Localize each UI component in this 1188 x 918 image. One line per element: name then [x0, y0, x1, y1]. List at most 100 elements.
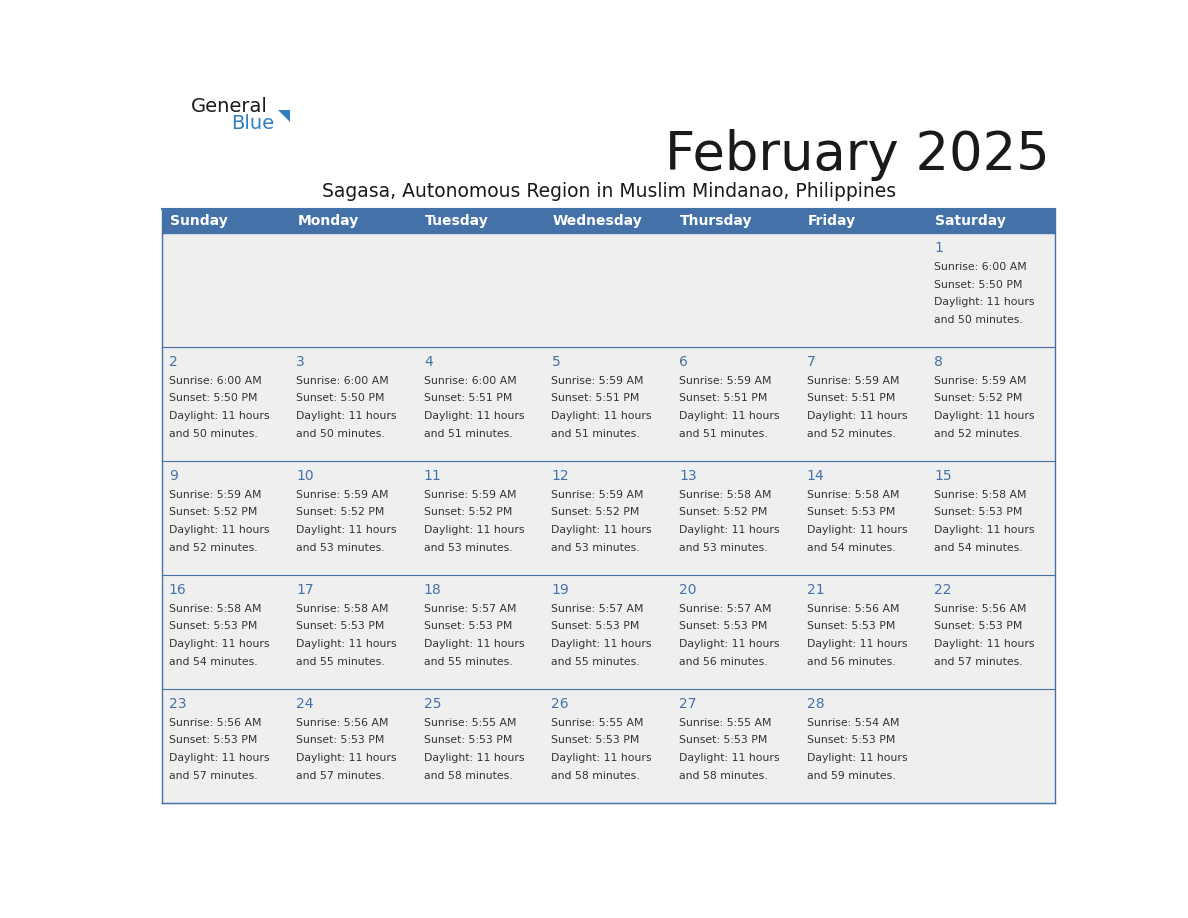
- Text: 9: 9: [169, 469, 178, 483]
- Text: Sunset: 5:53 PM: Sunset: 5:53 PM: [296, 621, 385, 632]
- Text: and 56 minutes.: and 56 minutes.: [807, 656, 896, 666]
- Text: Sunset: 5:51 PM: Sunset: 5:51 PM: [424, 394, 512, 404]
- Bar: [417, 347, 545, 461]
- Text: Sunrise: 5:59 AM: Sunrise: 5:59 AM: [551, 375, 644, 386]
- Text: Sunrise: 5:55 AM: Sunrise: 5:55 AM: [424, 718, 517, 728]
- Text: Daylight: 11 hours: Daylight: 11 hours: [680, 525, 779, 535]
- Text: 3: 3: [296, 355, 305, 369]
- Text: and 57 minutes.: and 57 minutes.: [296, 771, 385, 780]
- Text: Sunset: 5:50 PM: Sunset: 5:50 PM: [934, 279, 1023, 289]
- Text: Sunset: 5:50 PM: Sunset: 5:50 PM: [296, 394, 385, 404]
- Text: Sunset: 5:53 PM: Sunset: 5:53 PM: [169, 735, 258, 745]
- Text: and 58 minutes.: and 58 minutes.: [424, 771, 512, 780]
- Text: 17: 17: [296, 583, 314, 598]
- Text: and 52 minutes.: and 52 minutes.: [934, 429, 1023, 439]
- Text: Sunrise: 5:59 AM: Sunrise: 5:59 AM: [680, 375, 771, 386]
- Text: 6: 6: [680, 355, 688, 369]
- Text: Sunset: 5:52 PM: Sunset: 5:52 PM: [296, 508, 385, 518]
- Text: 27: 27: [680, 697, 696, 711]
- Bar: [290, 461, 417, 576]
- Text: Daylight: 11 hours: Daylight: 11 hours: [934, 639, 1035, 649]
- Text: Sunset: 5:53 PM: Sunset: 5:53 PM: [424, 621, 512, 632]
- Text: Sunrise: 5:58 AM: Sunrise: 5:58 AM: [296, 604, 388, 614]
- Text: Sunrise: 5:59 AM: Sunrise: 5:59 AM: [169, 490, 261, 499]
- Text: Sunset: 5:52 PM: Sunset: 5:52 PM: [680, 508, 767, 518]
- Bar: [290, 689, 417, 803]
- Text: Blue: Blue: [232, 114, 274, 133]
- Text: 25: 25: [424, 697, 442, 711]
- Text: Daylight: 11 hours: Daylight: 11 hours: [296, 525, 397, 535]
- Text: 1: 1: [934, 241, 943, 255]
- Text: Tuesday: Tuesday: [425, 214, 489, 228]
- Text: Sunrise: 5:58 AM: Sunrise: 5:58 AM: [680, 490, 771, 499]
- Text: Sunset: 5:52 PM: Sunset: 5:52 PM: [551, 508, 640, 518]
- Bar: [801, 347, 928, 461]
- Text: Sunrise: 5:59 AM: Sunrise: 5:59 AM: [807, 375, 899, 386]
- Text: Daylight: 11 hours: Daylight: 11 hours: [296, 639, 397, 649]
- Text: Sunrise: 5:58 AM: Sunrise: 5:58 AM: [169, 604, 261, 614]
- Text: and 50 minutes.: and 50 minutes.: [169, 429, 258, 439]
- Text: Daylight: 11 hours: Daylight: 11 hours: [169, 753, 270, 763]
- Bar: [417, 461, 545, 576]
- Bar: [417, 233, 545, 347]
- Text: and 55 minutes.: and 55 minutes.: [551, 656, 640, 666]
- Text: Sunrise: 6:00 AM: Sunrise: 6:00 AM: [296, 375, 390, 386]
- Text: Sunrise: 6:00 AM: Sunrise: 6:00 AM: [169, 375, 261, 386]
- Text: Daylight: 11 hours: Daylight: 11 hours: [551, 411, 652, 421]
- Bar: [928, 461, 1055, 576]
- Text: Daylight: 11 hours: Daylight: 11 hours: [934, 297, 1035, 308]
- Text: Daylight: 11 hours: Daylight: 11 hours: [807, 639, 908, 649]
- Text: and 56 minutes.: and 56 minutes.: [680, 656, 767, 666]
- Text: Sunrise: 5:59 AM: Sunrise: 5:59 AM: [934, 375, 1026, 386]
- Text: Monday: Monday: [298, 214, 359, 228]
- Bar: [163, 576, 290, 689]
- Bar: [672, 576, 801, 689]
- Text: and 54 minutes.: and 54 minutes.: [807, 543, 896, 553]
- Bar: [163, 208, 290, 233]
- Text: Daylight: 11 hours: Daylight: 11 hours: [169, 525, 270, 535]
- Text: Daylight: 11 hours: Daylight: 11 hours: [424, 525, 524, 535]
- Text: Sunset: 5:50 PM: Sunset: 5:50 PM: [169, 394, 258, 404]
- Text: Sunset: 5:51 PM: Sunset: 5:51 PM: [680, 394, 767, 404]
- Text: Sunrise: 5:58 AM: Sunrise: 5:58 AM: [807, 490, 899, 499]
- Bar: [672, 347, 801, 461]
- Text: Sunrise: 5:57 AM: Sunrise: 5:57 AM: [551, 604, 644, 614]
- Text: Daylight: 11 hours: Daylight: 11 hours: [424, 411, 524, 421]
- Text: Daylight: 11 hours: Daylight: 11 hours: [807, 411, 908, 421]
- Bar: [417, 208, 545, 233]
- Text: February 2025: February 2025: [665, 129, 1050, 181]
- Text: Sunset: 5:53 PM: Sunset: 5:53 PM: [680, 735, 767, 745]
- Text: and 59 minutes.: and 59 minutes.: [807, 771, 896, 780]
- Text: Sunday: Sunday: [170, 214, 228, 228]
- Bar: [545, 461, 672, 576]
- Text: Sunrise: 5:56 AM: Sunrise: 5:56 AM: [296, 718, 388, 728]
- Text: Daylight: 11 hours: Daylight: 11 hours: [934, 411, 1035, 421]
- Text: 12: 12: [551, 469, 569, 483]
- Text: Sunset: 5:53 PM: Sunset: 5:53 PM: [551, 735, 640, 745]
- Text: Daylight: 11 hours: Daylight: 11 hours: [934, 525, 1035, 535]
- Text: Sunset: 5:53 PM: Sunset: 5:53 PM: [807, 621, 895, 632]
- Text: Sunrise: 5:54 AM: Sunrise: 5:54 AM: [807, 718, 899, 728]
- Text: 10: 10: [296, 469, 314, 483]
- Text: 18: 18: [424, 583, 442, 598]
- Text: and 52 minutes.: and 52 minutes.: [807, 429, 896, 439]
- Text: Daylight: 11 hours: Daylight: 11 hours: [680, 753, 779, 763]
- Text: Daylight: 11 hours: Daylight: 11 hours: [296, 753, 397, 763]
- Text: Sunset: 5:52 PM: Sunset: 5:52 PM: [424, 508, 512, 518]
- Text: and 53 minutes.: and 53 minutes.: [680, 543, 767, 553]
- Text: Daylight: 11 hours: Daylight: 11 hours: [680, 639, 779, 649]
- Text: Thursday: Thursday: [681, 214, 753, 228]
- Text: 8: 8: [934, 355, 943, 369]
- Text: and 51 minutes.: and 51 minutes.: [680, 429, 767, 439]
- Text: Daylight: 11 hours: Daylight: 11 hours: [551, 753, 652, 763]
- Text: Sunrise: 5:59 AM: Sunrise: 5:59 AM: [551, 490, 644, 499]
- Text: Sunset: 5:53 PM: Sunset: 5:53 PM: [934, 508, 1023, 518]
- Bar: [928, 689, 1055, 803]
- Text: Daylight: 11 hours: Daylight: 11 hours: [551, 639, 652, 649]
- Bar: [928, 347, 1055, 461]
- Text: Daylight: 11 hours: Daylight: 11 hours: [169, 411, 270, 421]
- Bar: [545, 689, 672, 803]
- Bar: [290, 233, 417, 347]
- Text: 24: 24: [296, 697, 314, 711]
- Text: Sunrise: 5:56 AM: Sunrise: 5:56 AM: [934, 604, 1026, 614]
